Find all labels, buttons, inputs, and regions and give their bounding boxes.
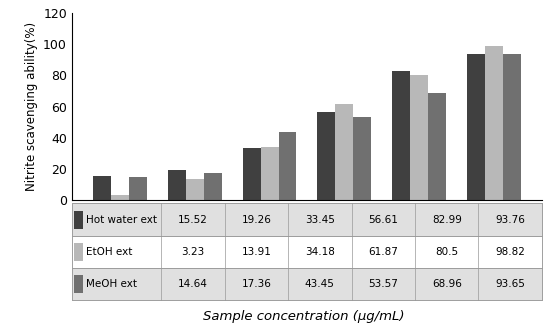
- Bar: [503, 54, 520, 200]
- Text: 19.26: 19.26: [242, 215, 272, 224]
- Text: 14.64: 14.64: [178, 279, 208, 289]
- Bar: [335, 104, 353, 200]
- Text: 82.99: 82.99: [432, 215, 462, 224]
- Bar: [279, 132, 296, 200]
- Bar: [353, 117, 371, 200]
- Bar: [129, 177, 147, 200]
- Text: 17.36: 17.36: [242, 279, 272, 289]
- Y-axis label: Nitrite scavenging ability(%): Nitrite scavenging ability(%): [24, 22, 38, 191]
- Bar: [485, 46, 503, 200]
- Text: 33.45: 33.45: [305, 215, 335, 224]
- Bar: [260, 147, 279, 200]
- Bar: [317, 112, 335, 200]
- Text: 13.91: 13.91: [242, 247, 272, 257]
- Bar: [168, 170, 186, 200]
- Bar: [74, 243, 83, 261]
- Bar: [74, 275, 83, 293]
- Text: 3.23: 3.23: [181, 247, 205, 257]
- Bar: [72, 268, 542, 300]
- Text: Hot water ext: Hot water ext: [86, 215, 157, 224]
- Text: 56.61: 56.61: [368, 215, 398, 224]
- Text: 61.87: 61.87: [368, 247, 398, 257]
- Text: 93.65: 93.65: [495, 279, 525, 289]
- Bar: [93, 176, 111, 200]
- Bar: [72, 236, 542, 268]
- Bar: [204, 173, 222, 200]
- Bar: [72, 203, 542, 236]
- Text: 68.96: 68.96: [432, 279, 462, 289]
- Text: EtOH ext: EtOH ext: [86, 247, 132, 257]
- Text: 98.82: 98.82: [495, 247, 525, 257]
- Text: 34.18: 34.18: [305, 247, 335, 257]
- Text: MeOH ext: MeOH ext: [86, 279, 137, 289]
- Text: 80.5: 80.5: [435, 247, 458, 257]
- Bar: [410, 75, 428, 200]
- Bar: [428, 93, 446, 200]
- Bar: [392, 71, 410, 200]
- Text: 93.76: 93.76: [495, 215, 525, 224]
- Bar: [467, 54, 485, 200]
- Bar: [74, 211, 83, 229]
- Bar: [243, 148, 260, 200]
- Bar: [111, 195, 129, 200]
- Text: 15.52: 15.52: [178, 215, 208, 224]
- Text: 43.45: 43.45: [305, 279, 335, 289]
- Bar: [186, 179, 204, 200]
- Text: Sample concentration (μg/mL): Sample concentration (μg/mL): [204, 310, 405, 323]
- Text: 53.57: 53.57: [368, 279, 398, 289]
